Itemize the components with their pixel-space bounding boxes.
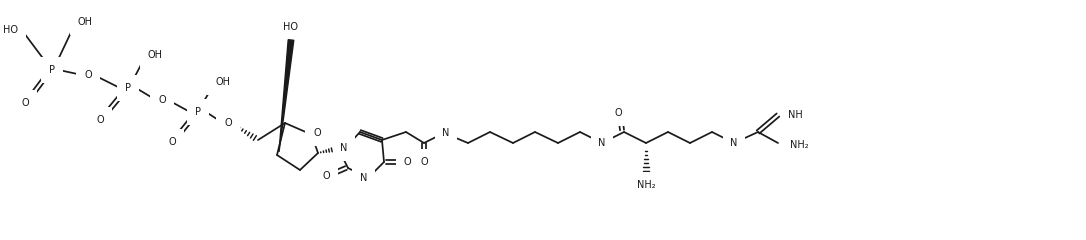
- Text: P: P: [125, 83, 131, 93]
- Text: NH₂: NH₂: [790, 140, 809, 150]
- Text: N: N: [340, 143, 348, 153]
- Text: HO: HO: [3, 25, 18, 35]
- Text: NH: NH: [788, 110, 803, 120]
- Text: N: N: [730, 138, 737, 148]
- Text: O: O: [22, 98, 29, 108]
- Text: N: N: [359, 173, 367, 183]
- Text: OH: OH: [78, 17, 93, 27]
- Text: O: O: [97, 115, 104, 125]
- Text: N: N: [598, 138, 606, 148]
- Text: P: P: [49, 65, 55, 75]
- Text: N: N: [442, 128, 450, 138]
- Text: HO: HO: [283, 22, 299, 32]
- Text: H: H: [598, 130, 606, 140]
- Text: OH: OH: [148, 50, 163, 60]
- Text: P: P: [195, 107, 201, 117]
- Text: O: O: [85, 70, 92, 80]
- Text: H: H: [364, 181, 370, 191]
- Text: O: O: [168, 137, 176, 147]
- Text: NH₂: NH₂: [636, 180, 655, 190]
- Text: H: H: [730, 130, 737, 140]
- Text: H: H: [442, 121, 450, 131]
- Text: O: O: [615, 108, 622, 118]
- Text: O: O: [224, 118, 231, 128]
- Text: O: O: [404, 157, 412, 167]
- Text: OH: OH: [215, 77, 230, 87]
- Text: O: O: [313, 128, 320, 138]
- Text: O: O: [420, 157, 428, 167]
- Text: O: O: [323, 171, 330, 181]
- Text: O: O: [159, 95, 166, 105]
- Polygon shape: [279, 40, 294, 152]
